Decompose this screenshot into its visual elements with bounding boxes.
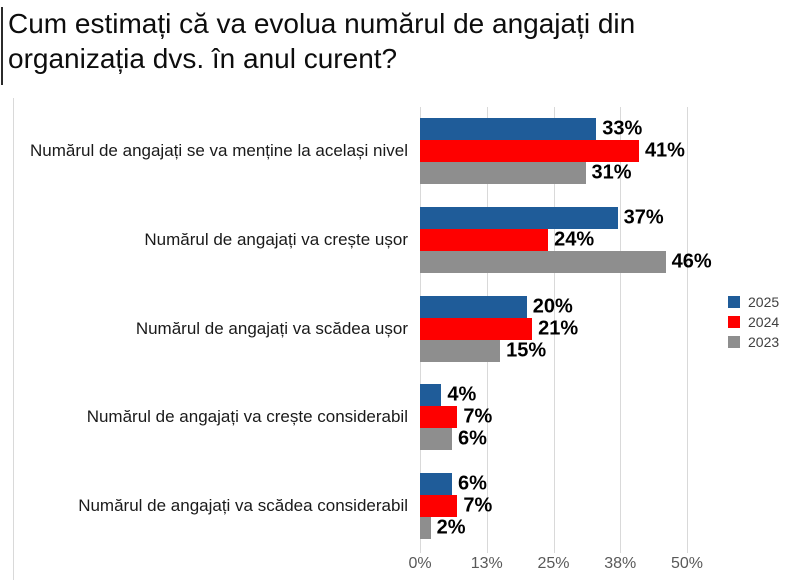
data-label: 20%: [532, 295, 573, 317]
bar-2024: [420, 228, 549, 251]
bar-2025: [420, 295, 527, 318]
bar-2024: [420, 317, 533, 340]
category-labels: Numărul de angajați se va menține la ace…: [0, 107, 408, 548]
x-axis-tick-label: 0%: [408, 555, 432, 572]
data-label: 15%: [506, 339, 547, 361]
x-axis-tick-label: 50%: [670, 555, 704, 572]
bar-2023: [420, 428, 453, 451]
bar-2024: [420, 406, 458, 429]
legend-swatch-icon: [728, 316, 740, 328]
data-label: 6%: [458, 427, 487, 450]
bar-2025: [420, 118, 597, 140]
textbox-left-border: [1, 7, 3, 85]
legend-swatch-icon: [728, 336, 740, 348]
bar-2025: [420, 384, 442, 407]
data-label: 21%: [538, 317, 579, 339]
data-label: 4%: [447, 383, 477, 406]
data-label: 7%: [463, 494, 493, 517]
category-label: Numărul de angajați va crește ușor: [144, 229, 408, 249]
data-label: 24%: [554, 228, 595, 251]
plot-area: 33% 41% 31% 37% 24% 46% 20% 21% 15% 4% 7% 6% 6% 7% 2%: [420, 107, 712, 553]
category-label: Numărul de angajați va crește considerab…: [86, 407, 408, 427]
data-label: 6%: [458, 472, 487, 495]
category-label: Numărul de angajați se va menține la ace…: [30, 141, 408, 160]
gridline: [687, 107, 688, 553]
category-label: Numărul de angajați va scădea ușor: [135, 318, 408, 338]
x-axis-tick-label: 13%: [470, 555, 503, 572]
chart-area-left-border: [13, 98, 14, 580]
legend-item-2025: 2025: [728, 295, 779, 309]
x-axis: 0% 13% 25% 38% 50%: [408, 555, 703, 577]
bar-2025: [420, 473, 453, 495]
bar-2023: [420, 162, 586, 184]
legend-item-2023: 2023: [728, 335, 779, 349]
legend-label: 2023: [748, 334, 780, 350]
legend-label: 2025: [748, 294, 780, 310]
bar-2023: [420, 339, 501, 362]
legend-label: 2024: [748, 314, 780, 330]
data-label: 31%: [591, 161, 632, 184]
data-label: 46%: [671, 250, 712, 273]
data-label: 37%: [623, 206, 664, 229]
gridline: [553, 107, 555, 553]
data-label: 33%: [602, 117, 643, 140]
category-label: Numărul de angajați va scădea considerab…: [78, 496, 408, 515]
chart-title: Cum estimați că va evolua numărul de ang…: [8, 8, 636, 74]
bar-2024: [420, 495, 458, 517]
legend: 2025 2024 2023: [728, 295, 779, 355]
x-axis-tick-label: 25%: [537, 555, 570, 572]
x-axis-tick-label: 38%: [604, 555, 637, 572]
data-label: 2%: [436, 516, 466, 539]
bar-2024: [420, 140, 639, 162]
data-label: 41%: [644, 139, 685, 162]
bar-2023: [420, 250, 666, 273]
bar-2025: [420, 206, 618, 229]
legend-swatch-icon: [728, 296, 740, 308]
gridline: [620, 107, 622, 553]
data-label: 7%: [463, 405, 493, 428]
bar-2023: [420, 517, 431, 539]
legend-item-2024: 2024: [728, 315, 779, 329]
